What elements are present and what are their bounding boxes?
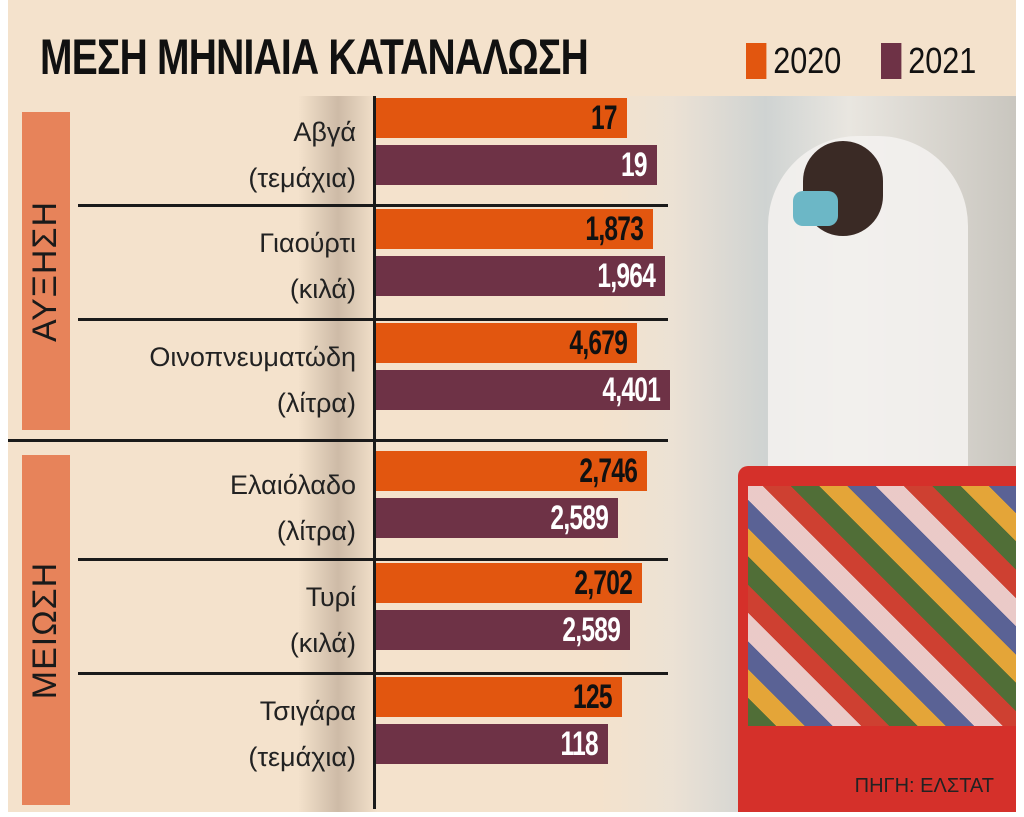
infographic: ΜΕΣΗ ΜΗΝΙΑΙΑ ΚΑΤΑΝΑΛΩΣΗ 2020 2021 ΑΥΞΗΣΗ… bbox=[8, 0, 1016, 812]
item-unit: (κιλά) bbox=[289, 274, 356, 304]
item-unit: (τεμάχια) bbox=[248, 163, 356, 193]
bar-2021: 2,589 bbox=[376, 498, 618, 538]
category-label: Τσιγάρα (τεμάχια) bbox=[248, 688, 356, 780]
item-name: Τσιγάρα bbox=[259, 696, 356, 726]
face-mask bbox=[793, 191, 838, 226]
bar-2020: 2,702 bbox=[376, 563, 642, 603]
item-unit: (λίτρα) bbox=[276, 516, 356, 546]
data-label: 2,589 bbox=[550, 498, 608, 537]
item-name: Αβγά bbox=[293, 117, 356, 147]
cart-goods bbox=[748, 486, 1016, 726]
axis-line bbox=[373, 96, 376, 809]
legend-swatch-2021 bbox=[881, 43, 902, 79]
supermarket-photo bbox=[598, 96, 1016, 812]
item-name: Οινοπνευματώδη bbox=[149, 342, 356, 372]
item-unit: (κιλά) bbox=[289, 628, 356, 658]
category-label: Ελαιόλαδο (λίτρα) bbox=[230, 462, 356, 554]
bar-2020: 1,873 bbox=[376, 209, 653, 249]
legend-label: 2021 bbox=[908, 40, 977, 81]
data-label: 2,589 bbox=[562, 610, 620, 649]
data-label: 19 bbox=[621, 145, 648, 184]
legend-swatch-2020 bbox=[746, 43, 767, 79]
data-label: 2,702 bbox=[574, 563, 632, 602]
group-label: ΑΥΞΗΣΗ bbox=[22, 112, 70, 430]
legend-2021: 2021 bbox=[881, 40, 976, 82]
data-label: 17 bbox=[591, 98, 618, 137]
category-label: Τυρί (κιλά) bbox=[290, 574, 356, 666]
data-label: 1,964 bbox=[597, 256, 655, 295]
group-label: ΜΕΙΩΣΗ bbox=[22, 455, 70, 805]
legend-label: 2020 bbox=[773, 40, 842, 81]
legend-2020: 2020 bbox=[746, 40, 841, 82]
source-note: ΠΗΓΗ: ΕΛΣΤΑΤ bbox=[854, 775, 994, 797]
bar-2021: 2,589 bbox=[376, 610, 630, 650]
bar-2021: 1,964 bbox=[376, 256, 665, 296]
bar-2021: 118 bbox=[376, 724, 608, 764]
data-label: 4,401 bbox=[602, 370, 660, 409]
category-label: Αβγά (τεμάχια) bbox=[248, 109, 356, 201]
row-divider bbox=[78, 204, 668, 207]
item-unit: (τεμάχια) bbox=[248, 742, 356, 772]
data-label: 125 bbox=[573, 677, 612, 716]
category-label: Οινοπνευματώδη (λίτρα) bbox=[149, 334, 356, 426]
group-label-text: ΑΥΞΗΣΗ bbox=[26, 200, 65, 342]
item-name: Τυρί bbox=[305, 582, 356, 612]
row-divider bbox=[78, 318, 668, 321]
bar-2021: 19 bbox=[376, 145, 657, 185]
item-unit: (λίτρα) bbox=[276, 388, 356, 418]
item-name: Ελαιόλαδο bbox=[230, 470, 356, 500]
group-divider bbox=[8, 439, 668, 442]
item-name: Γιαούρτι bbox=[259, 228, 356, 258]
data-label: 118 bbox=[560, 724, 599, 763]
bar-2020: 4,679 bbox=[376, 323, 637, 363]
bar-2020: 17 bbox=[376, 98, 627, 138]
data-label: 4,679 bbox=[569, 323, 627, 362]
row-divider bbox=[78, 672, 668, 675]
data-label: 2,746 bbox=[579, 451, 637, 490]
bar-2020: 2,746 bbox=[376, 451, 647, 491]
fold-shadow bbox=[298, 96, 378, 812]
group-label-text: ΜΕΙΩΣΗ bbox=[26, 561, 65, 699]
chart-title: ΜΕΣΗ ΜΗΝΙΑΙΑ ΚΑΤΑΝΑΛΩΣΗ bbox=[40, 29, 589, 85]
bar-2021: 4,401 bbox=[376, 370, 670, 410]
category-label: Γιαούρτι (κιλά) bbox=[259, 220, 356, 312]
row-divider bbox=[78, 558, 668, 561]
data-label: 1,873 bbox=[585, 209, 643, 248]
bar-2020: 125 bbox=[376, 677, 622, 717]
